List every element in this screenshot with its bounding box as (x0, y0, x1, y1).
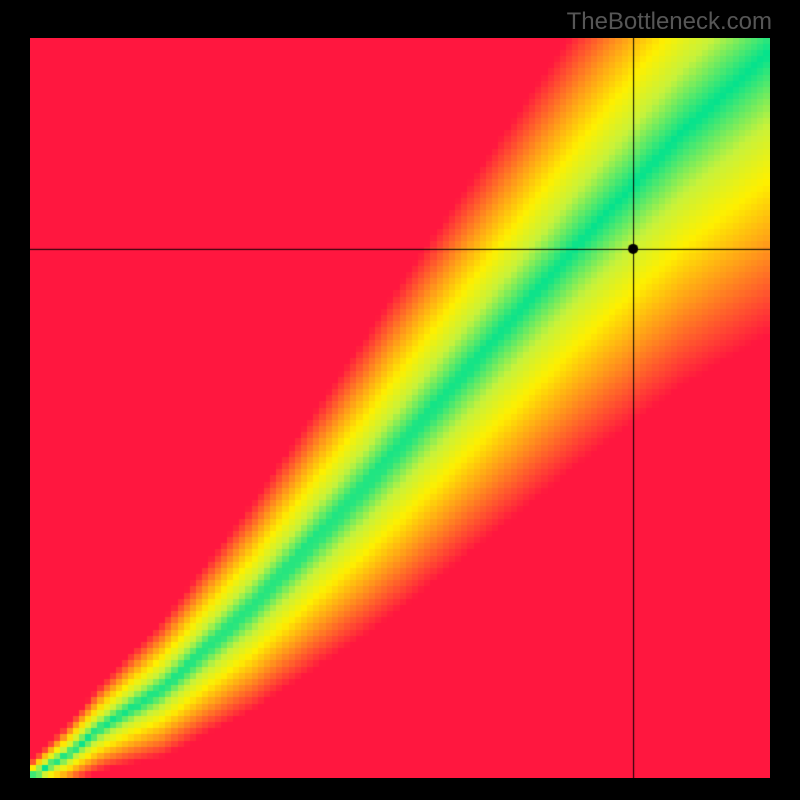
heatmap-canvas (30, 38, 770, 778)
watermark-text: TheBottleneck.com (567, 8, 772, 36)
chart-container: TheBottleneck.com (0, 0, 800, 800)
